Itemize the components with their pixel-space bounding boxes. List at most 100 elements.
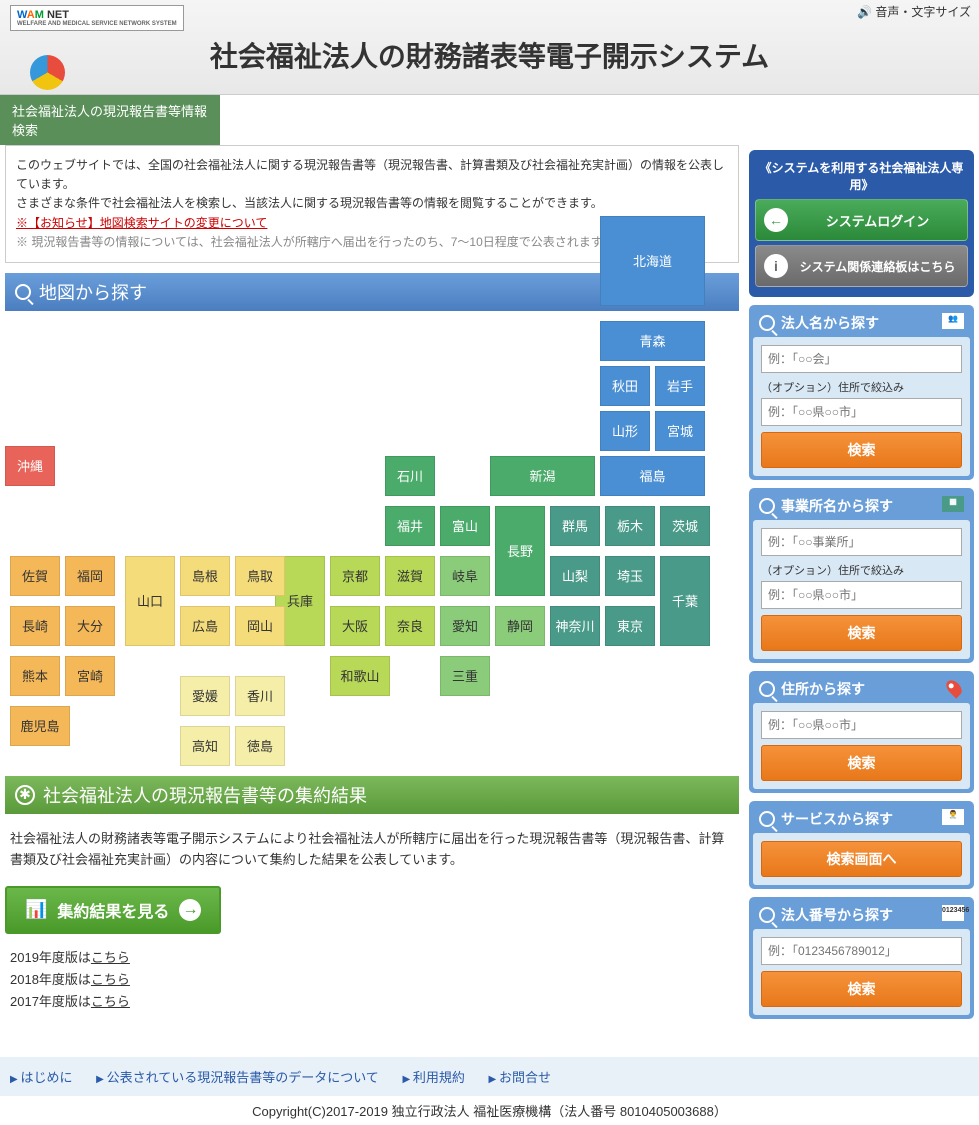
pref-iwate[interactable]: 岩手 xyxy=(655,366,705,406)
office-addr-input[interactable] xyxy=(761,581,962,609)
pref-shimane[interactable]: 島根 xyxy=(180,556,230,596)
pref-okinawa[interactable]: 沖縄 xyxy=(5,446,55,486)
addr-input[interactable] xyxy=(761,711,962,739)
pref-tokushima[interactable]: 徳島 xyxy=(235,726,285,766)
aggregate-results-button[interactable]: 📊 集約結果を見る → xyxy=(5,886,221,934)
search-icon xyxy=(759,315,775,331)
pref-nara[interactable]: 奈良 xyxy=(385,606,435,646)
link-2019[interactable]: こちら xyxy=(91,950,130,965)
search-number-title: 法人番号から探す xyxy=(781,905,893,925)
pref-ishikawa[interactable]: 石川 xyxy=(385,456,435,496)
search-office-title: 事業所名から探す xyxy=(781,496,893,516)
pref-tochigi[interactable]: 栃木 xyxy=(605,506,655,546)
pref-nagasaki[interactable]: 長崎 xyxy=(10,606,60,646)
pref-fukui[interactable]: 福井 xyxy=(385,506,435,546)
pref-kagoshima[interactable]: 鹿児島 xyxy=(10,706,70,746)
pref-okayama[interactable]: 岡山 xyxy=(235,606,285,646)
name-search-button[interactable]: 検索 xyxy=(761,432,962,468)
year-links: 2019年度版はこちら 2018年度版はこちら 2017年度版はこちら xyxy=(5,934,739,1023)
pref-miyagi[interactable]: 宮城 xyxy=(655,411,705,451)
login-button[interactable]: ← システムログイン xyxy=(755,199,968,241)
prefecture-map: 北海道青森秋田岩手山形宮城福島石川新潟福井富山長野群馬栃木茨城京都滋賀岐阜山梨埼… xyxy=(5,316,739,776)
pref-kanagawa[interactable]: 神奈川 xyxy=(550,606,600,646)
pref-ehime[interactable]: 愛媛 xyxy=(180,676,230,716)
search-service-title: サービスから探す xyxy=(781,809,893,829)
link-2017[interactable]: こちら xyxy=(91,994,130,1009)
pref-shiga[interactable]: 滋賀 xyxy=(385,556,435,596)
pref-akita[interactable]: 秋田 xyxy=(600,366,650,406)
aggregate-text: 社会福祉法人の財務諸表等電子開示システムにより社会福祉法人が所轄庁に届出を行った… xyxy=(5,814,739,886)
link-2018[interactable]: こちら xyxy=(91,972,130,987)
pref-osaka[interactable]: 大阪 xyxy=(330,606,380,646)
office-input[interactable] xyxy=(761,528,962,556)
pin-icon xyxy=(943,677,964,698)
footer-link-intro[interactable]: はじめに xyxy=(10,1070,72,1085)
logo[interactable]: WAM NET WELFARE AND MEDICAL SERVICE NETW… xyxy=(10,5,184,31)
number-search-button[interactable]: 検索 xyxy=(761,971,962,1007)
number-icon: 0123456 xyxy=(942,905,964,921)
footer-link-terms[interactable]: 利用規約 xyxy=(402,1070,464,1085)
contact-button[interactable]: i システム関係連絡板はこちら xyxy=(755,245,968,287)
footer-link-data[interactable]: 公表されている現況報告書等のデータについて xyxy=(96,1070,379,1085)
pref-hokkaido[interactable]: 北海道 xyxy=(600,216,705,306)
pref-gunma[interactable]: 群馬 xyxy=(550,506,600,546)
search-addr-title: 住所から探す xyxy=(781,679,865,699)
pref-saga[interactable]: 佐賀 xyxy=(10,556,60,596)
name-addr-input[interactable] xyxy=(761,398,962,426)
search-by-address: 住所から探す 検索 xyxy=(749,671,974,793)
audio-size-link[interactable]: 🔊 音声・文字サイズ xyxy=(857,3,971,20)
pref-miyazaki[interactable]: 宮崎 xyxy=(65,656,115,696)
search-icon xyxy=(759,907,775,923)
pref-aichi[interactable]: 愛知 xyxy=(440,606,490,646)
pref-ibaraki[interactable]: 茨城 xyxy=(660,506,710,546)
header: WAM NET WELFARE AND MEDICAL SERVICE NETW… xyxy=(0,0,979,95)
people-icon: 👥 xyxy=(942,313,964,329)
pref-wakayama[interactable]: 和歌山 xyxy=(330,656,390,696)
office-search-button[interactable]: 検索 xyxy=(761,615,962,651)
pref-yamagata[interactable]: 山形 xyxy=(600,411,650,451)
pref-oita[interactable]: 大分 xyxy=(65,606,115,646)
pref-mie[interactable]: 三重 xyxy=(440,656,490,696)
info-icon: i xyxy=(764,254,788,278)
pref-yamaguchi[interactable]: 山口 xyxy=(125,556,175,646)
search-icon xyxy=(759,498,775,514)
addr-search-button[interactable]: 検索 xyxy=(761,745,962,781)
pref-hiroshima[interactable]: 広島 xyxy=(180,606,230,646)
name-input[interactable] xyxy=(761,345,962,373)
pref-saitama[interactable]: 埼玉 xyxy=(605,556,655,596)
pref-niigata[interactable]: 新潟 xyxy=(490,456,595,496)
pie-chart-icon xyxy=(30,55,65,90)
pref-nagano[interactable]: 長野 xyxy=(495,506,545,596)
search-name-title: 法人名から探す xyxy=(781,313,879,333)
pref-chiba[interactable]: 千葉 xyxy=(660,556,710,646)
intro-line1: このウェブサイトでは、全国の社会福祉法人に関する現況報告書等（現況報告書、計算書… xyxy=(16,156,728,194)
number-input[interactable] xyxy=(761,937,962,965)
map-section-title: 地図から探す xyxy=(39,279,147,305)
aggregate-title: 社会福祉法人の現況報告書等の集約結果 xyxy=(43,782,367,808)
search-icon xyxy=(759,811,775,827)
arrow-right-icon: → xyxy=(179,899,201,921)
pref-tokyo[interactable]: 東京 xyxy=(605,606,655,646)
pref-kagawa[interactable]: 香川 xyxy=(235,676,285,716)
search-tab: 社会福祉法人の現況報告書等情報検索 xyxy=(0,95,220,145)
pref-kyoto[interactable]: 京都 xyxy=(330,556,380,596)
pref-fukuoka[interactable]: 福岡 xyxy=(65,556,115,596)
footer-link-contact[interactable]: お問合せ xyxy=(489,1070,551,1085)
pref-yamanashi[interactable]: 山梨 xyxy=(550,556,600,596)
pref-kumamoto[interactable]: 熊本 xyxy=(10,656,60,696)
aggregate-header: 社会福祉法人の現況報告書等の集約結果 xyxy=(5,776,739,814)
pref-shizuoka[interactable]: 静岡 xyxy=(495,606,545,646)
pref-aomori[interactable]: 青森 xyxy=(600,321,705,361)
pref-kochi[interactable]: 高知 xyxy=(180,726,230,766)
pref-tottori[interactable]: 鳥取 xyxy=(235,556,285,596)
system-title: 《システムを利用する社会福祉法人専用》 xyxy=(755,156,968,199)
pref-gifu[interactable]: 岐阜 xyxy=(440,556,490,596)
pref-fukushima[interactable]: 福島 xyxy=(600,456,705,496)
search-by-number: 法人番号から探す 0123456 検索 xyxy=(749,897,974,1019)
name-option-label: （オプション）住所で絞込み xyxy=(761,379,962,395)
search-by-service: サービスから探す👨‍⚕️ 検索画面へ xyxy=(749,801,974,889)
service-search-button[interactable]: 検索画面へ xyxy=(761,841,962,877)
search-by-office: 事業所名から探す▦ （オプション）住所で絞込み 検索 xyxy=(749,488,974,663)
footer-nav: はじめに 公表されている現況報告書等のデータについて 利用規約 お問合せ xyxy=(0,1057,979,1096)
pref-toyama[interactable]: 富山 xyxy=(440,506,490,546)
